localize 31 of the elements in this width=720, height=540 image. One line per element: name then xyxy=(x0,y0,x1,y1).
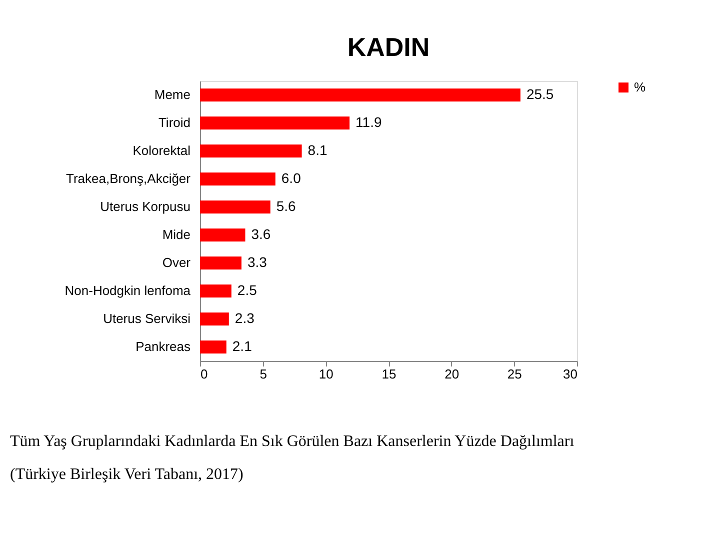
y-tick-label: Pankreas xyxy=(136,339,191,354)
y-tick-label: Trakea,Bronş,Akciğer xyxy=(66,171,192,186)
text: Tüm Yaş Gruplarındaki Kadınlarda En Sık Görülen Bazı Kanserlerin Yüzde Dağılımları xyxy=(10,433,575,450)
data-label: 3.6 xyxy=(251,226,271,242)
data-label: 3.3 xyxy=(247,254,268,270)
y-tick-label: Uterus Korpusu xyxy=(100,199,190,214)
y-tick-label: Over xyxy=(162,255,192,270)
y-tick-label: Tiroid xyxy=(158,115,190,130)
legend-label: % xyxy=(634,80,646,94)
data-label: 6.0 xyxy=(281,170,302,186)
x-tick-label: 10 xyxy=(318,366,334,382)
data-label: 5.6 xyxy=(276,198,296,214)
y-tick-label: Uterus Serviksi xyxy=(103,311,191,326)
chart-title: KADIN xyxy=(347,32,430,62)
data-label: 11.9 xyxy=(356,114,382,130)
data-label: 2.5 xyxy=(237,282,258,298)
y-tick-label: Mide xyxy=(162,227,190,242)
data-label: 8.1 xyxy=(308,142,328,158)
text: (Türkiye Birleşik Veri Tabanı, 2017) xyxy=(10,466,244,483)
x-tick-label: 5 xyxy=(260,366,267,382)
data-label: 2.3 xyxy=(234,310,255,326)
x-tick-label: 25 xyxy=(507,366,522,382)
x-tick-label: 15 xyxy=(382,366,396,382)
data-label: 2.1 xyxy=(232,338,252,354)
x-tick-label: 0 xyxy=(200,366,208,382)
x-tick-label: 20 xyxy=(444,366,460,382)
y-tick-label: Kolorektal xyxy=(132,143,191,158)
data-label: 25.5 xyxy=(526,86,554,102)
x-tick-label: 30 xyxy=(563,366,578,382)
y-tick-label: Meme xyxy=(154,87,190,102)
y-tick-label: Non-Hodgkin lenfoma xyxy=(64,283,192,298)
